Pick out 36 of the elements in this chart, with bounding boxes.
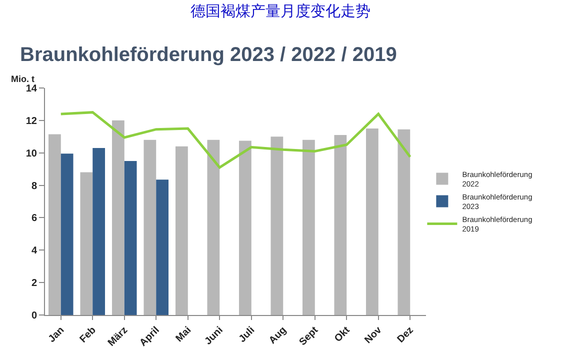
bar [80, 172, 93, 315]
bar [334, 135, 347, 315]
bar [60, 154, 74, 315]
bar [398, 129, 410, 315]
y-tick-label: 2 [31, 278, 38, 290]
bar [124, 160, 137, 315]
y-tick-label: 14 [26, 84, 38, 94]
x-tick-label: Aug [267, 324, 289, 346]
bar [112, 120, 124, 315]
chart-title: 德国褐煤产量月度变化走势 [190, 2, 370, 20]
y-tick-label: 0 [31, 310, 38, 322]
bar [302, 140, 315, 315]
chart-subtitle: Braunkohleförderung 2023 / 2022 / 2019 [20, 44, 397, 66]
bar [92, 148, 106, 315]
bar [175, 146, 188, 315]
x-tick-label: Okt [332, 324, 353, 344]
y-axis-title: Mio. t [11, 74, 34, 84]
bar [270, 136, 284, 315]
y-tick-label: 8 [31, 180, 38, 192]
y-tick-label: 6 [31, 213, 38, 224]
bar [238, 140, 252, 315]
y-tick-label: 4 [31, 246, 38, 257]
line-series [60, 111, 412, 169]
x-tick-label: Mai [174, 324, 194, 344]
y-tick-label: 12 [26, 116, 38, 127]
x-tick-label: Dez [395, 324, 416, 346]
bar [207, 140, 220, 315]
bar [366, 128, 378, 315]
x-tick-label: Feb [78, 324, 98, 346]
bar [48, 134, 61, 315]
bar [156, 180, 169, 315]
y-tick-label: 10 [26, 148, 38, 160]
x-tick-label: Jan [46, 324, 67, 345]
x-tick-label: Nov [362, 324, 384, 346]
x-tick-label: Juli [237, 324, 258, 345]
bar [144, 140, 156, 315]
